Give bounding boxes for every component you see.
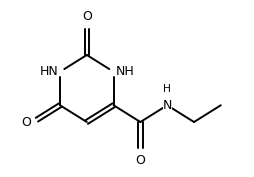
Text: N: N [163, 99, 172, 112]
Text: O: O [22, 116, 31, 129]
Text: HN: HN [40, 65, 58, 78]
Text: O: O [135, 154, 145, 167]
Text: NH: NH [115, 65, 134, 78]
Text: O: O [82, 10, 92, 23]
Text: H: H [163, 84, 171, 93]
